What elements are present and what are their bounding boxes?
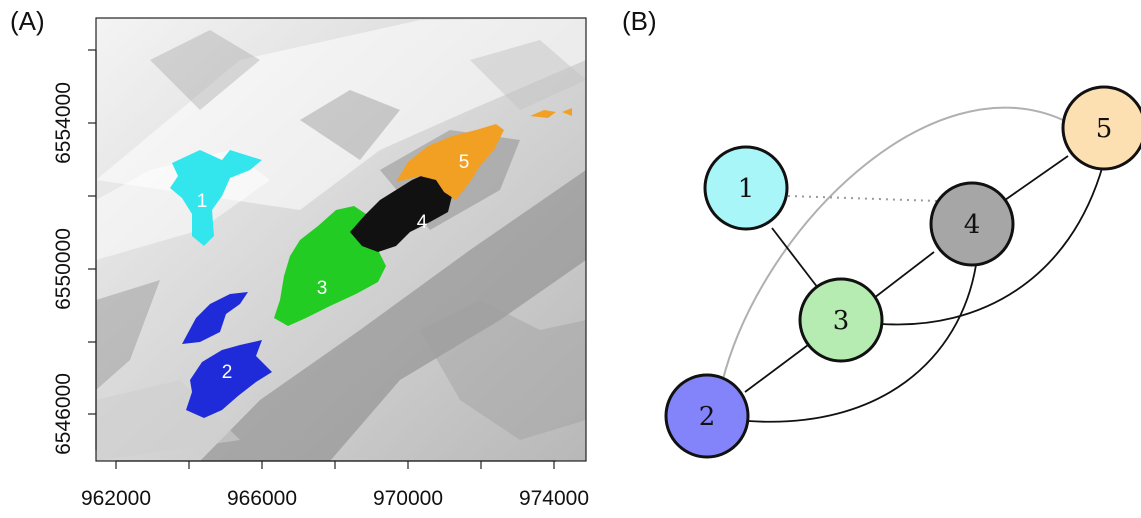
panel-label-b: (B) (622, 6, 657, 36)
edge-1-3 (771, 227, 819, 289)
x-tick-label: 962000 (81, 487, 151, 510)
zone-label-3: 3 (317, 278, 328, 299)
edge-2-3 (744, 344, 809, 393)
edge-4-5 (1004, 155, 1069, 201)
node-label: 5 (1096, 114, 1113, 144)
edge-3-5 (881, 164, 1104, 326)
node-label: 2 (699, 402, 716, 432)
edge-3-4 (873, 251, 935, 299)
zone-5 (396, 108, 572, 200)
zone-1 (170, 150, 262, 246)
node-circle (1061, 85, 1141, 171)
node-circle (798, 277, 884, 363)
graph-node-4: 4 (929, 181, 1015, 267)
edge-2-4 (747, 264, 977, 423)
hillshade-map: 1 2 3 4 5 (95, 17, 587, 462)
zone-4 (350, 172, 452, 252)
zone-label-5: 5 (459, 152, 470, 173)
node-label: 1 (738, 174, 755, 204)
graph-node-1: 1 (703, 145, 789, 231)
x-tick-label: 966000 (227, 487, 297, 510)
node-label: 3 (833, 306, 850, 336)
panel-label-a: (A) (10, 6, 45, 36)
edge-1-4 (787, 195, 939, 202)
zone-label-1: 1 (197, 191, 208, 212)
y-tick-label: 6550000 (52, 228, 75, 310)
edge-2-5 (721, 106, 1064, 384)
x-tick-label: 974000 (519, 487, 589, 510)
y-tick-label: 6554000 (52, 82, 75, 164)
graph-node-3: 3 (798, 277, 884, 363)
graph-edges (721, 106, 1104, 423)
graph-node-2: 2 (664, 373, 750, 459)
node-circle (664, 373, 750, 459)
zone-label-2: 2 (222, 362, 233, 383)
network-graph: 1 2 3 4 5 (664, 85, 1141, 459)
node-circle (929, 181, 1015, 267)
x-axis (115, 460, 556, 469)
zone-label-4: 4 (417, 212, 428, 233)
y-tick-label: 6546000 (52, 373, 75, 455)
x-tick-label: 970000 (373, 487, 443, 510)
node-label: 4 (964, 210, 981, 240)
y-axis (88, 49, 97, 450)
zone-2 (182, 292, 272, 418)
node-circle (703, 145, 789, 231)
graph-node-5: 5 (1061, 85, 1141, 171)
